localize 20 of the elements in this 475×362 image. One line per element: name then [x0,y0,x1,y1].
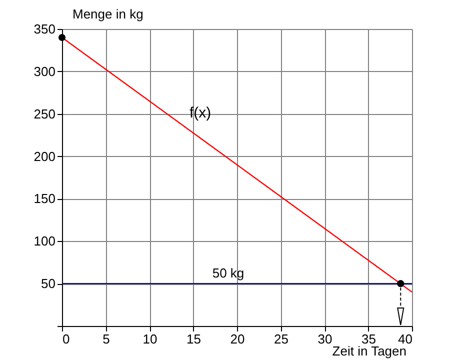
y-tick-label: 50 [41,276,56,292]
ref-line-label: 50 kg [212,266,244,281]
x-tick-label: 25 [274,332,288,346]
x-tick-label: 20 [230,332,245,346]
series-label: f(x) [190,104,212,122]
y-tick-label: 350 [34,22,56,36]
y-tick-label: 250 [34,106,56,122]
x-tick-label: 30 [318,332,332,346]
y-axis-title: Menge in kg [72,6,144,22]
y-tick-label: 300 [34,64,56,79]
x-tick-label: 10 [142,332,158,346]
x-tick-label: 0 [62,332,70,346]
x-tick-label: 5 [102,332,110,346]
y-tick-label: 200 [34,148,56,164]
x-tick-label: 40 [398,332,412,346]
x-tick-label: 15 [186,332,201,346]
x-tick-label: 35 [362,332,376,346]
y-tick-label: 100 [34,234,56,249]
x-axis-title: Zeit in Tagen [332,344,406,358]
y-tick-label: 150 [34,191,56,206]
